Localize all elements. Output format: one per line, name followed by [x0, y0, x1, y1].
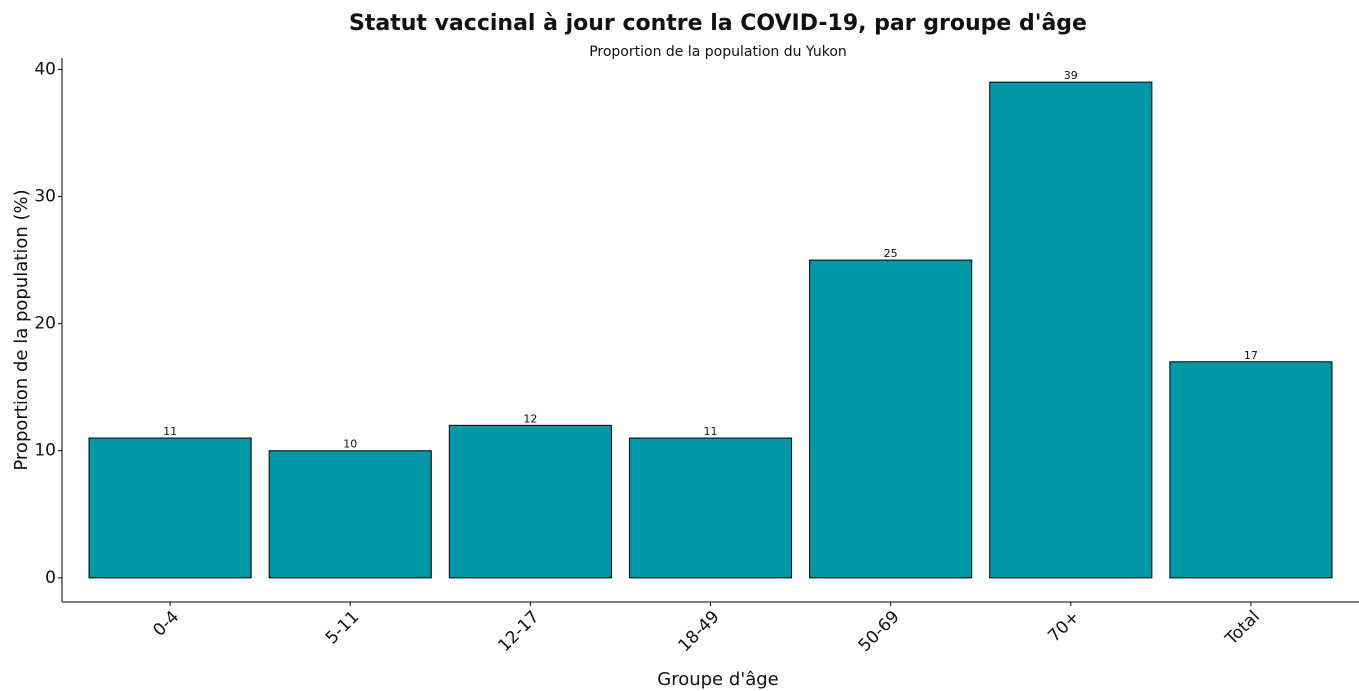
- y-axis-title: Proportion de la population (%): [11, 189, 32, 470]
- bar: [268, 450, 432, 579]
- bar: [809, 259, 973, 579]
- bar: [88, 437, 252, 579]
- x-tick-label: 0-4: [149, 607, 183, 641]
- data-label: 17: [1244, 349, 1258, 362]
- data-label: 11: [704, 425, 718, 438]
- y-tick-label: 20: [34, 314, 56, 334]
- chart-title: Statut vaccinal à jour contre la COVID-1…: [349, 11, 1087, 36]
- y-tick-label: 40: [34, 59, 56, 79]
- bar: [1169, 361, 1333, 579]
- x-tick-label: 12-17: [494, 607, 543, 656]
- x-tick-label: 18-49: [674, 607, 723, 656]
- bar: [989, 81, 1153, 579]
- data-label: 12: [523, 412, 537, 425]
- data-label: 10: [343, 438, 357, 451]
- data-label: 11: [163, 425, 177, 438]
- bar: [628, 437, 793, 579]
- bar: [448, 424, 612, 579]
- y-tick-label: 30: [34, 187, 56, 207]
- chart-subtitle: Proportion de la population du Yukon: [589, 44, 847, 60]
- y-tick-label: 0: [45, 568, 56, 588]
- y-tick-label: 10: [34, 441, 56, 461]
- x-axis-title: Groupe d'âge: [657, 669, 779, 690]
- x-tick-label: Total: [1221, 607, 1264, 650]
- x-tick-label: 50-69: [855, 607, 904, 656]
- x-tick-label: 70+: [1044, 607, 1084, 647]
- data-label: 39: [1064, 69, 1078, 82]
- x-tick-label: 5-11: [322, 607, 363, 648]
- data-label: 25: [884, 247, 898, 260]
